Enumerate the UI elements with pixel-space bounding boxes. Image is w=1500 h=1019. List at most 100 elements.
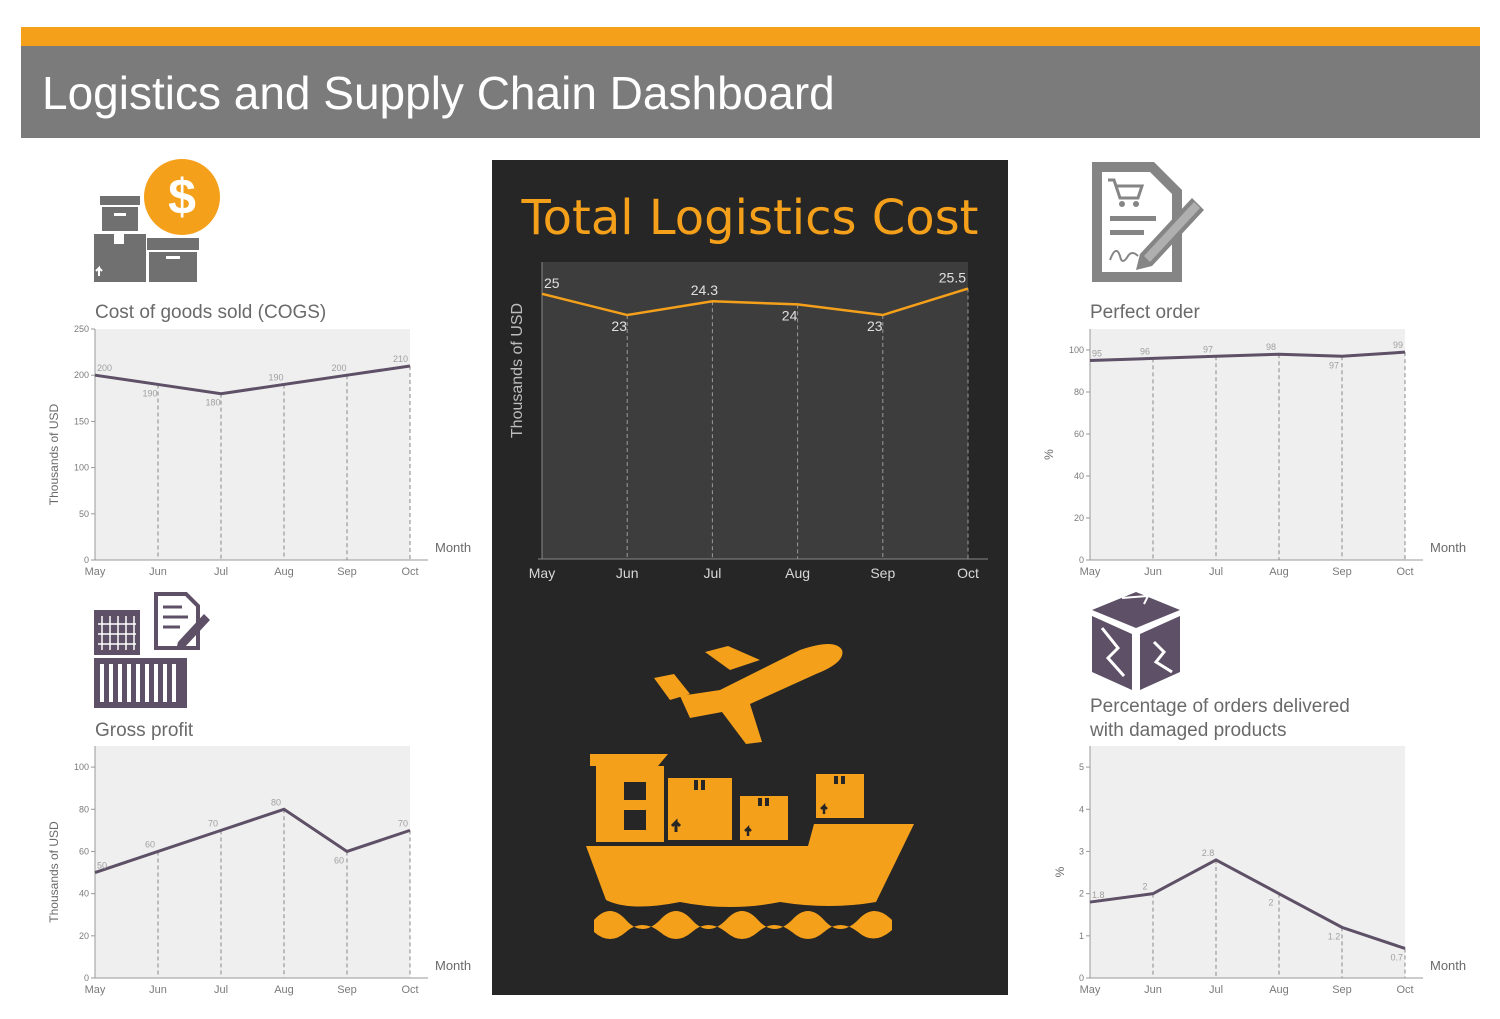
- damaged-x-tick-label: May: [1080, 984, 1101, 996]
- damaged-x-tick-label: Oct: [1396, 984, 1413, 996]
- damaged-y-tick-label: 1: [1079, 931, 1084, 941]
- gross-x-tick-label: Jun: [149, 984, 167, 996]
- gross-data-label: 80: [271, 797, 281, 807]
- damaged-data-label: 2.8: [1202, 848, 1215, 858]
- perfect-x-axis-label: Month: [1430, 540, 1466, 555]
- gross-series-line: [94, 807, 411, 874]
- perfect-data-label: 99: [1393, 340, 1403, 350]
- cogs-data-label: 210: [393, 354, 408, 364]
- gross-y-tick-label: 0: [84, 973, 89, 983]
- cogs-y-tick-label: 50: [79, 509, 89, 519]
- gross-y-tick-label: 20: [79, 931, 89, 941]
- gross-profit-title: Gross profit: [95, 720, 194, 741]
- cogs-data-label: 180: [205, 398, 220, 408]
- perfect-x-tick-label: Aug: [1269, 566, 1289, 578]
- cogs-x-tick-label: Oct: [401, 566, 418, 578]
- cogs-y-tick-label: 100: [74, 463, 89, 473]
- gross-y-axis-label: Thousands of USD: [47, 821, 61, 923]
- header-accent-bar: [21, 27, 1480, 46]
- cogs-x-tick-label: Jun: [149, 566, 167, 578]
- perfect-y-tick-label: 0: [1079, 555, 1084, 565]
- perfect-data-label: 97: [1203, 344, 1213, 354]
- damaged-orders-title-line-1: Percentage of orders delivered: [1090, 696, 1350, 717]
- header: Logistics and Supply Chain Dashboard: [21, 46, 1480, 138]
- cogs-x-axis-label: Month: [435, 540, 471, 555]
- cogs-x-tick-label: Jul: [214, 566, 228, 578]
- gross-x-tick-label: Jul: [214, 984, 228, 996]
- perfect-x-tick-label: Jul: [1209, 566, 1223, 578]
- cogs-data-label: 200: [331, 363, 346, 373]
- damaged-series-line: [1089, 858, 1406, 950]
- perfect-order-title: Perfect order: [1090, 302, 1200, 323]
- damaged-x-axis-label: Month: [1430, 958, 1466, 973]
- cogs-title: Cost of goods sold (COGS): [95, 302, 327, 323]
- damaged-plot-area: [1090, 746, 1405, 978]
- cargo-ship-icon: [586, 754, 914, 939]
- order-form-icon: [1092, 162, 1204, 282]
- gross-y-tick-label: 40: [79, 889, 89, 899]
- gross-plot-area: [95, 746, 410, 978]
- cogs-y-tick-label: 150: [74, 416, 89, 426]
- perfect-y-tick-label: 80: [1074, 387, 1084, 397]
- damaged-y-tick-label: 0: [1079, 973, 1084, 983]
- gross-x-tick-label: Oct: [401, 984, 418, 996]
- damaged-box-icon: [1092, 592, 1180, 690]
- perfect-y-tick-label: 20: [1074, 513, 1084, 523]
- perfect-data-label: 97: [1329, 360, 1339, 370]
- damaged-x-tick-label: Sep: [1332, 984, 1352, 996]
- svg-text:$: $: [168, 169, 196, 225]
- cogs-data-label: 190: [268, 372, 283, 382]
- damaged-orders-title-line-2: with damaged products: [1090, 720, 1287, 741]
- perfect-plot-area: [1090, 329, 1405, 560]
- total-logistics-cost-title: Total Logistics Cost: [521, 190, 979, 246]
- damaged-x-tick-label: Aug: [1269, 984, 1289, 996]
- perfect-y-tick-label: 60: [1074, 429, 1084, 439]
- damaged-y-tick-label: 3: [1079, 846, 1084, 856]
- gross-data-label: 60: [334, 855, 344, 865]
- gross-data-label: 70: [208, 818, 218, 828]
- damaged-orders-title: Percentage of orders delivered with dama…: [1090, 695, 1350, 743]
- cogs-x-tick-label: Aug: [274, 566, 294, 578]
- gross-y-tick-label: 80: [79, 804, 89, 814]
- damaged-x-tick-label: Jun: [1144, 984, 1162, 996]
- damaged-data-label: 1.8: [1092, 890, 1105, 900]
- damaged-data-label: 2: [1142, 882, 1147, 892]
- perfect-x-tick-label: May: [1080, 566, 1101, 578]
- gross-data-label: 70: [398, 818, 408, 828]
- perfect-series-line: [1089, 350, 1406, 362]
- gross-x-axis-label: Month: [435, 958, 471, 973]
- perfect-y-tick-label: 40: [1074, 471, 1084, 481]
- cogs-x-tick-label: Sep: [337, 566, 357, 578]
- damaged-y-tick-label: 5: [1079, 762, 1084, 772]
- gross-data-label: 60: [145, 839, 155, 849]
- damaged-data-label: 1.2: [1328, 931, 1341, 941]
- gross-y-tick-label: 100: [74, 762, 89, 772]
- cogs-x-tick-label: May: [85, 566, 106, 578]
- damaged-y-axis-label: %: [1053, 866, 1067, 877]
- gross-data-label: 50: [97, 861, 107, 871]
- perfect-x-tick-label: Jun: [1144, 566, 1162, 578]
- damaged-data-label: 2: [1268, 898, 1273, 908]
- gross-x-tick-label: Aug: [274, 984, 294, 996]
- container-document-icon: [94, 592, 210, 708]
- perfect-x-tick-label: Sep: [1332, 566, 1352, 578]
- cogs-y-axis-label: Thousands of USD: [47, 403, 61, 505]
- cogs-y-tick-label: 200: [74, 370, 89, 380]
- cogs-plot-area: [95, 329, 410, 560]
- perfect-data-label: 98: [1266, 342, 1276, 352]
- perfect-y-tick-label: 100: [1069, 345, 1084, 355]
- perfect-data-label: 96: [1140, 346, 1150, 356]
- cogs-data-label: 200: [97, 363, 112, 373]
- airplane-icon: [654, 644, 843, 744]
- cogs-data-label: 190: [142, 388, 157, 398]
- cogs-y-tick-label: 250: [74, 324, 89, 334]
- damaged-x-tick-label: Jul: [1209, 984, 1223, 996]
- cogs-series-line: [94, 364, 411, 396]
- gross-y-tick-label: 60: [79, 846, 89, 856]
- damaged-y-tick-label: 2: [1079, 889, 1084, 899]
- perfect-data-label: 95: [1092, 349, 1102, 359]
- perfect-x-tick-label: Oct: [1396, 566, 1413, 578]
- boxes-dollar-icon: $: [94, 159, 220, 282]
- cogs-y-tick-label: 0: [84, 555, 89, 565]
- damaged-y-tick-label: 4: [1079, 804, 1084, 814]
